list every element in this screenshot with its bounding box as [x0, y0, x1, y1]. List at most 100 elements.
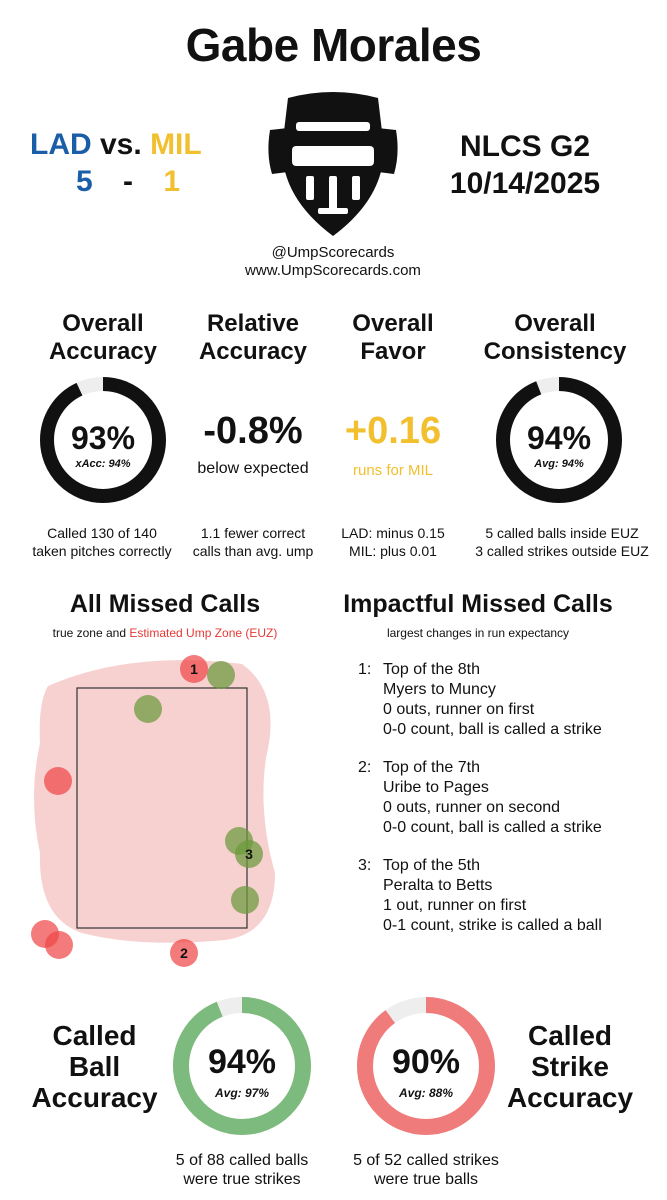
overall-favor-heading: Overall Favor [318, 310, 468, 366]
impact-inning: Top of the 7th [383, 759, 480, 776]
called-strike-note: 5 of 52 called strikes were true balls [336, 1151, 516, 1189]
impact-matchup: Uribe to Pages [383, 779, 489, 796]
note-line: 5 called balls inside EUZ [485, 525, 639, 541]
heading-line: Strike [531, 1051, 609, 1082]
score-dash: - [123, 165, 134, 198]
relative-note: 1.1 fewer correct calls than avg. ump [178, 524, 328, 560]
overall-accuracy-heading: Overall Accuracy [18, 310, 188, 366]
missed-ball-dot [207, 661, 235, 689]
called-ball-accuracy-value: 94% [207, 1043, 277, 1081]
overall-accuracy-donut [40, 377, 166, 503]
impact-situation: 1 out, runner on first [383, 897, 527, 914]
impactful-subtitle: largest changes in run expectancy [386, 626, 570, 640]
vs-label: vs. [100, 128, 142, 161]
missed-strike-dot [170, 939, 198, 967]
away-team-abbr: LAD [30, 128, 92, 161]
heading-line: Overall [514, 310, 596, 337]
average-consistency: Avg: 94% [534, 458, 584, 470]
twitter-handle[interactable]: @UmpScorecards [271, 244, 395, 261]
heading-line: Consistency [483, 338, 627, 365]
heading-line: Overall [62, 310, 144, 337]
called-strike-accuracy-donut [357, 997, 495, 1135]
impact-situation: 0 outs, runner on second [383, 799, 561, 816]
away-team-label: LAD vs. MIL [30, 128, 202, 162]
heading-line: Called [52, 1020, 137, 1051]
missed-ball-dot [231, 886, 259, 914]
called-ball-note: 5 of 88 called balls were true strikes [152, 1151, 332, 1189]
impact-call: 0-0 count, ball is called a strike [383, 819, 602, 836]
zone-legend: true zone and Estimated Ump Zone (EUZ) [20, 626, 310, 640]
impact-number: 3: [358, 857, 372, 874]
legend-euz: Estimated Ump Zone (EUZ) [129, 626, 278, 640]
impactful-call-2: 2: Top of the 7th Uribe to Pages 0 outs,… [358, 758, 658, 838]
true-strike-zone [76, 687, 248, 929]
overall-consistency-donut [496, 377, 622, 503]
note-line: 3 called strikes outside EUZ [475, 543, 649, 559]
note-line: calls than avg. ump [192, 543, 314, 559]
note-line: were true strikes [183, 1171, 301, 1188]
called-strike-accuracy-heading: Called Strike Accuracy [500, 1020, 640, 1113]
home-score: 1 [163, 165, 181, 198]
called-strike-average: Avg: 88% [398, 1086, 454, 1100]
missed-calls-plot: 1 2 3 [31, 655, 275, 967]
note-line: 5 of 88 called balls [175, 1152, 309, 1169]
called-strike-accuracy-value: 90% [391, 1043, 461, 1081]
note-line: taken pitches correctly [32, 543, 172, 559]
favor-note: LAD: minus 0.15 MIL: plus 0.01 [320, 524, 466, 560]
heading-line: Ball [68, 1051, 121, 1082]
impact-situation: 0 outs, runner on first [383, 701, 535, 718]
heading-line: Accuracy [198, 338, 308, 365]
missed-strike-dot [180, 655, 208, 683]
impact-number: 1: [358, 661, 372, 678]
missed-call-marker-2: 2 [180, 945, 188, 961]
missed-call-marker-3: 3 [245, 846, 253, 862]
overall-accuracy-value: 93% [70, 420, 136, 456]
impactful-call-1: 1: Top of the 8th Myers to Muncy 0 outs,… [358, 660, 658, 740]
note-line: Called 130 of 140 [47, 525, 157, 541]
website-link[interactable]: www.UmpScorecards.com [245, 262, 421, 279]
impactful-call-3: 3: Top of the 5th Peralta to Betts 1 out… [358, 856, 658, 936]
relative-accuracy-sub: below expected [197, 460, 309, 477]
note-line: LAD: minus 0.15 [341, 525, 445, 541]
heading-line: Relative [206, 310, 300, 337]
missed-strike-dot [44, 767, 72, 795]
estimated-ump-zone [34, 660, 275, 943]
series-label: NLCS G2 [459, 130, 591, 163]
heading-line: Favor [360, 338, 426, 365]
consistency-note: 5 called balls inside EUZ 3 called strik… [462, 524, 662, 560]
called-ball-accuracy-donut [173, 997, 311, 1135]
note-line: 5 of 52 called strikes [353, 1152, 499, 1169]
heading-line: Overall [352, 310, 434, 337]
away-score: 5 [76, 165, 93, 198]
impactful-missed-calls-heading: Impactful Missed Calls [343, 590, 613, 618]
note-line: were true balls [373, 1171, 479, 1188]
called-ball-average: Avg: 97% [214, 1086, 270, 1100]
called-ball-accuracy-heading: Called Ball Accuracy [22, 1020, 167, 1113]
impact-call: 0-0 count, ball is called a strike [383, 721, 602, 738]
note-line: 1.1 fewer correct [200, 525, 306, 541]
missed-call-marker-1: 1 [190, 661, 198, 677]
home-team-abbr: MIL [150, 128, 202, 161]
heading-line: Accuracy [31, 1082, 158, 1113]
overall-consistency-heading: Overall Consistency [470, 310, 640, 366]
expected-accuracy: xAcc: 94% [75, 458, 131, 470]
game-date: 10/14/2025 [449, 167, 601, 200]
impact-matchup: Myers to Muncy [383, 681, 496, 698]
impact-matchup: Peralta to Betts [383, 877, 493, 894]
relative-accuracy-heading: Relative Accuracy [173, 310, 333, 366]
impact-number: 2: [358, 759, 372, 776]
note-line: MIL: plus 0.01 [349, 543, 437, 559]
overall-favor-value: +0.16 [344, 410, 442, 452]
missed-ball-dot [134, 695, 162, 723]
umpire-mask-icon [268, 92, 398, 236]
legend-true-zone: true zone and [52, 626, 126, 640]
umpire-name-title: Gabe Morales [185, 19, 482, 71]
scoreline: 5 - 1 [76, 165, 216, 199]
missed-strike-dot [45, 931, 73, 959]
relative-accuracy-value: -0.8% [203, 410, 303, 452]
overall-favor-sub: runs for MIL [352, 462, 434, 479]
impact-inning: Top of the 8th [383, 661, 480, 678]
impact-inning: Top of the 5th [383, 857, 480, 874]
heading-line: Accuracy [506, 1082, 634, 1113]
all-missed-calls-heading: All Missed Calls [69, 590, 261, 618]
